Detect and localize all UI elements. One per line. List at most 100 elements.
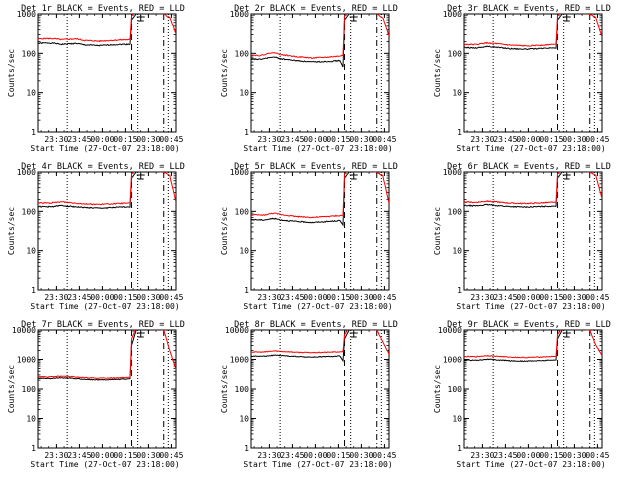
y-tick-label: 1000 [230, 356, 249, 365]
y-axis-label: Counts/sec [220, 49, 229, 97]
x-tick-label: 23:45 [280, 293, 304, 302]
y-axis-label: Counts/sec [7, 365, 16, 413]
y-tick-label: 10 [239, 247, 249, 256]
x-tick-label: 00:00 [90, 293, 114, 302]
x-tick-label: 00:30 [349, 135, 373, 144]
events-series-line [251, 330, 350, 363]
x-tick-label: 00:30 [136, 451, 160, 460]
x-tick-label: 00:45 [372, 293, 396, 302]
chart-panel-2: Det 2r BLACK = Events, RED = LLD 1 10 100 10… [220, 4, 398, 153]
x-tick-label: 00:30 [562, 135, 586, 144]
y-tick-label: 1 [244, 286, 249, 295]
chart-panel-1: Det 1r BLACK = Events, RED = LLD 1 10 100 10… [7, 4, 185, 153]
y-tick-label: 1 [457, 128, 462, 137]
lld-series-line [38, 330, 176, 380]
x-axis-label: Start Time (27-Oct-07 23:18:00) [30, 144, 179, 153]
x-tick-label: 00:15 [326, 135, 350, 144]
events-series-line [251, 14, 350, 68]
x-axis-label: Start Time (27-Oct-07 23:18:00) [243, 460, 392, 469]
plot-frame [250, 13, 390, 133]
y-tick-label: 100 [22, 385, 37, 394]
lld-series-line [251, 172, 389, 219]
x-tick-label: 00:15 [113, 293, 137, 302]
chart-panel-7: Det 7r BLACK = Events, RED = LLD 1 10 100 10… [7, 320, 185, 469]
y-axis-label: Counts/sec [220, 365, 229, 413]
y-tick-label: 10000 [438, 326, 462, 335]
y-tick-label: 1 [244, 444, 249, 453]
x-tick-label: 00:30 [562, 451, 586, 460]
y-tick-label: 1 [31, 286, 36, 295]
x-axis-label: Start Time (27-Oct-07 23:18:00) [30, 302, 179, 311]
x-tick-label: 00:00 [303, 135, 327, 144]
x-tick-label: 00:00 [516, 135, 540, 144]
y-tick-label: 1 [457, 286, 462, 295]
x-tick-label: 00:00 [303, 293, 327, 302]
x-axis-label: Start Time (27-Oct-07 23:18:00) [456, 460, 605, 469]
x-axis-label: Start Time (27-Oct-07 23:18:00) [243, 144, 392, 153]
plot-frame [250, 171, 390, 291]
x-tick-label: 23:45 [493, 293, 517, 302]
plot-frame [37, 329, 177, 449]
chart-panel-8: Det 8r BLACK = Events, RED = LLD 1 10 100 10… [220, 320, 398, 469]
chart-title: Det 9r BLACK = Events, RED = LLD [447, 320, 611, 330]
x-axis-label: Start Time (27-Oct-07 23:18:00) [243, 302, 392, 311]
y-axis-label: Counts/sec [433, 365, 442, 413]
y-axis-label: Counts/sec [433, 49, 442, 97]
lld-series-line [38, 172, 176, 206]
events-series-line [464, 172, 563, 209]
x-tick-label: 00:15 [326, 293, 350, 302]
x-tick-label: 00:00 [303, 451, 327, 460]
y-tick-label: 100 [22, 49, 37, 58]
y-axis-label: Counts/sec [7, 49, 16, 97]
y-tick-label: 1000 [443, 168, 462, 177]
x-tick-label: 00:45 [585, 135, 609, 144]
y-tick-label: 100 [448, 385, 463, 394]
x-tick-label: 23:30 [44, 451, 68, 460]
y-tick-label: 1 [31, 128, 36, 137]
lld-series-line [464, 14, 602, 47]
x-tick-label: 23:45 [67, 451, 91, 460]
x-tick-label: 00:15 [326, 451, 350, 460]
lld-series-line [464, 172, 602, 205]
events-series-line [251, 172, 350, 227]
chart-title: Det 6r BLACK = Events, RED = LLD [447, 162, 611, 172]
events-series-line [38, 330, 137, 381]
x-tick-label: 00:30 [349, 293, 373, 302]
events-series-line [464, 14, 563, 51]
x-tick-label: 00:30 [562, 293, 586, 302]
plot-frame [250, 329, 390, 449]
chart-panel-9: Det 9r BLACK = Events, RED = LLD 1 10 100 10… [433, 320, 611, 469]
chart-panel-5: Det 5r BLACK = Events, RED = LLD 1 10 100 10… [220, 162, 398, 311]
x-tick-label: 00:45 [372, 135, 396, 144]
x-tick-label: 00:45 [372, 451, 396, 460]
y-tick-label: 10 [239, 415, 249, 424]
y-tick-label: 1000 [17, 356, 36, 365]
chart-title: Det 3r BLACK = Events, RED = LLD [447, 4, 611, 14]
x-tick-label: 00:45 [585, 293, 609, 302]
x-tick-label: 00:30 [136, 135, 160, 144]
y-tick-label: 10000 [225, 326, 249, 335]
y-axis-label: Counts/sec [433, 207, 442, 255]
y-tick-label: 100 [235, 385, 250, 394]
y-tick-label: 10000 [12, 326, 36, 335]
y-tick-label: 10 [26, 89, 36, 98]
x-tick-label: 00:15 [113, 135, 137, 144]
x-tick-label: 00:45 [585, 451, 609, 460]
y-axis-label: Counts/sec [7, 207, 16, 255]
x-tick-label: 23:30 [44, 293, 68, 302]
x-tick-label: 00:45 [159, 135, 183, 144]
y-tick-label: 10 [26, 415, 36, 424]
chart-panel-3: Det 3r BLACK = Events, RED = LLD 1 10 100 10… [433, 4, 611, 153]
y-tick-label: 1000 [443, 356, 462, 365]
x-tick-label: 00:00 [516, 293, 540, 302]
x-tick-label: 00:45 [159, 293, 183, 302]
y-axis-label: Counts/sec [220, 207, 229, 255]
lld-series-line [464, 330, 602, 359]
x-tick-label: 23:30 [470, 451, 494, 460]
x-axis-label: Start Time (27-Oct-07 23:18:00) [456, 302, 605, 311]
x-tick-label: 23:45 [280, 451, 304, 460]
x-tick-label: 00:00 [90, 451, 114, 460]
chart-title: Det 7r BLACK = Events, RED = LLD [21, 320, 185, 330]
plot-frame [37, 13, 177, 133]
